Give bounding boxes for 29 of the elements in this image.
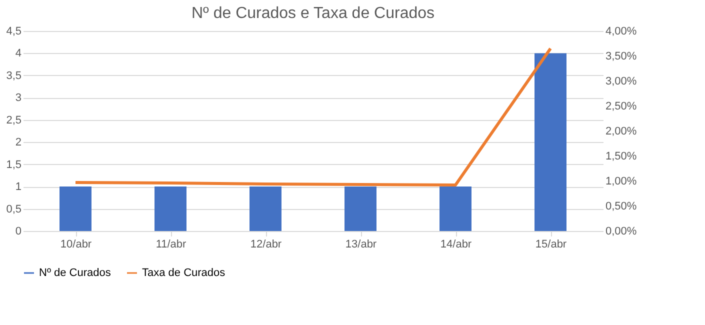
y-tick-label: 2 xyxy=(15,136,22,149)
y2-tick-label: 1,00% xyxy=(606,176,637,188)
y-tick-label: 1,5 xyxy=(6,158,22,171)
chart-title: Nº de Curados e Taxa de Curados xyxy=(191,5,435,22)
legend-label: Taxa de Curados xyxy=(142,267,226,279)
y2-tick-label: 0,00% xyxy=(606,226,637,238)
x-tick-label: 11/abr xyxy=(156,238,187,250)
y-tick-label: 2,5 xyxy=(6,114,22,126)
y2-tick-label: 3,50% xyxy=(606,50,637,62)
x-tick-label: 13/abr xyxy=(345,238,377,250)
y2-tick-label: 2,50% xyxy=(606,100,637,112)
y2-tick-label: 4,00% xyxy=(606,26,637,38)
y-tick-label: 4 xyxy=(15,48,22,60)
line-series xyxy=(74,47,552,186)
y-tick-label: 3 xyxy=(15,92,22,104)
y2-tick-label: 0,50% xyxy=(606,200,637,212)
x-tick-label: 15/abr xyxy=(535,238,567,250)
y-tick-label: 3,5 xyxy=(6,70,22,82)
y2-tick-label: 1,50% xyxy=(606,150,637,162)
y-tick-label: 1 xyxy=(15,181,22,194)
legend-label: Nº de Curados xyxy=(39,267,112,279)
x-tick-label: 12/abr xyxy=(250,238,282,250)
y-tick-label: 0 xyxy=(15,226,22,238)
y-tick-label: 0,5 xyxy=(6,203,22,216)
x-tick-label: 10/abr xyxy=(60,238,92,250)
y2-tick-label: 3,00% xyxy=(606,76,637,88)
y-tick-label: 4,5 xyxy=(6,26,22,38)
x-tick-label: 14/abr xyxy=(440,238,472,250)
y2-tick-label: 2,00% xyxy=(606,126,637,138)
